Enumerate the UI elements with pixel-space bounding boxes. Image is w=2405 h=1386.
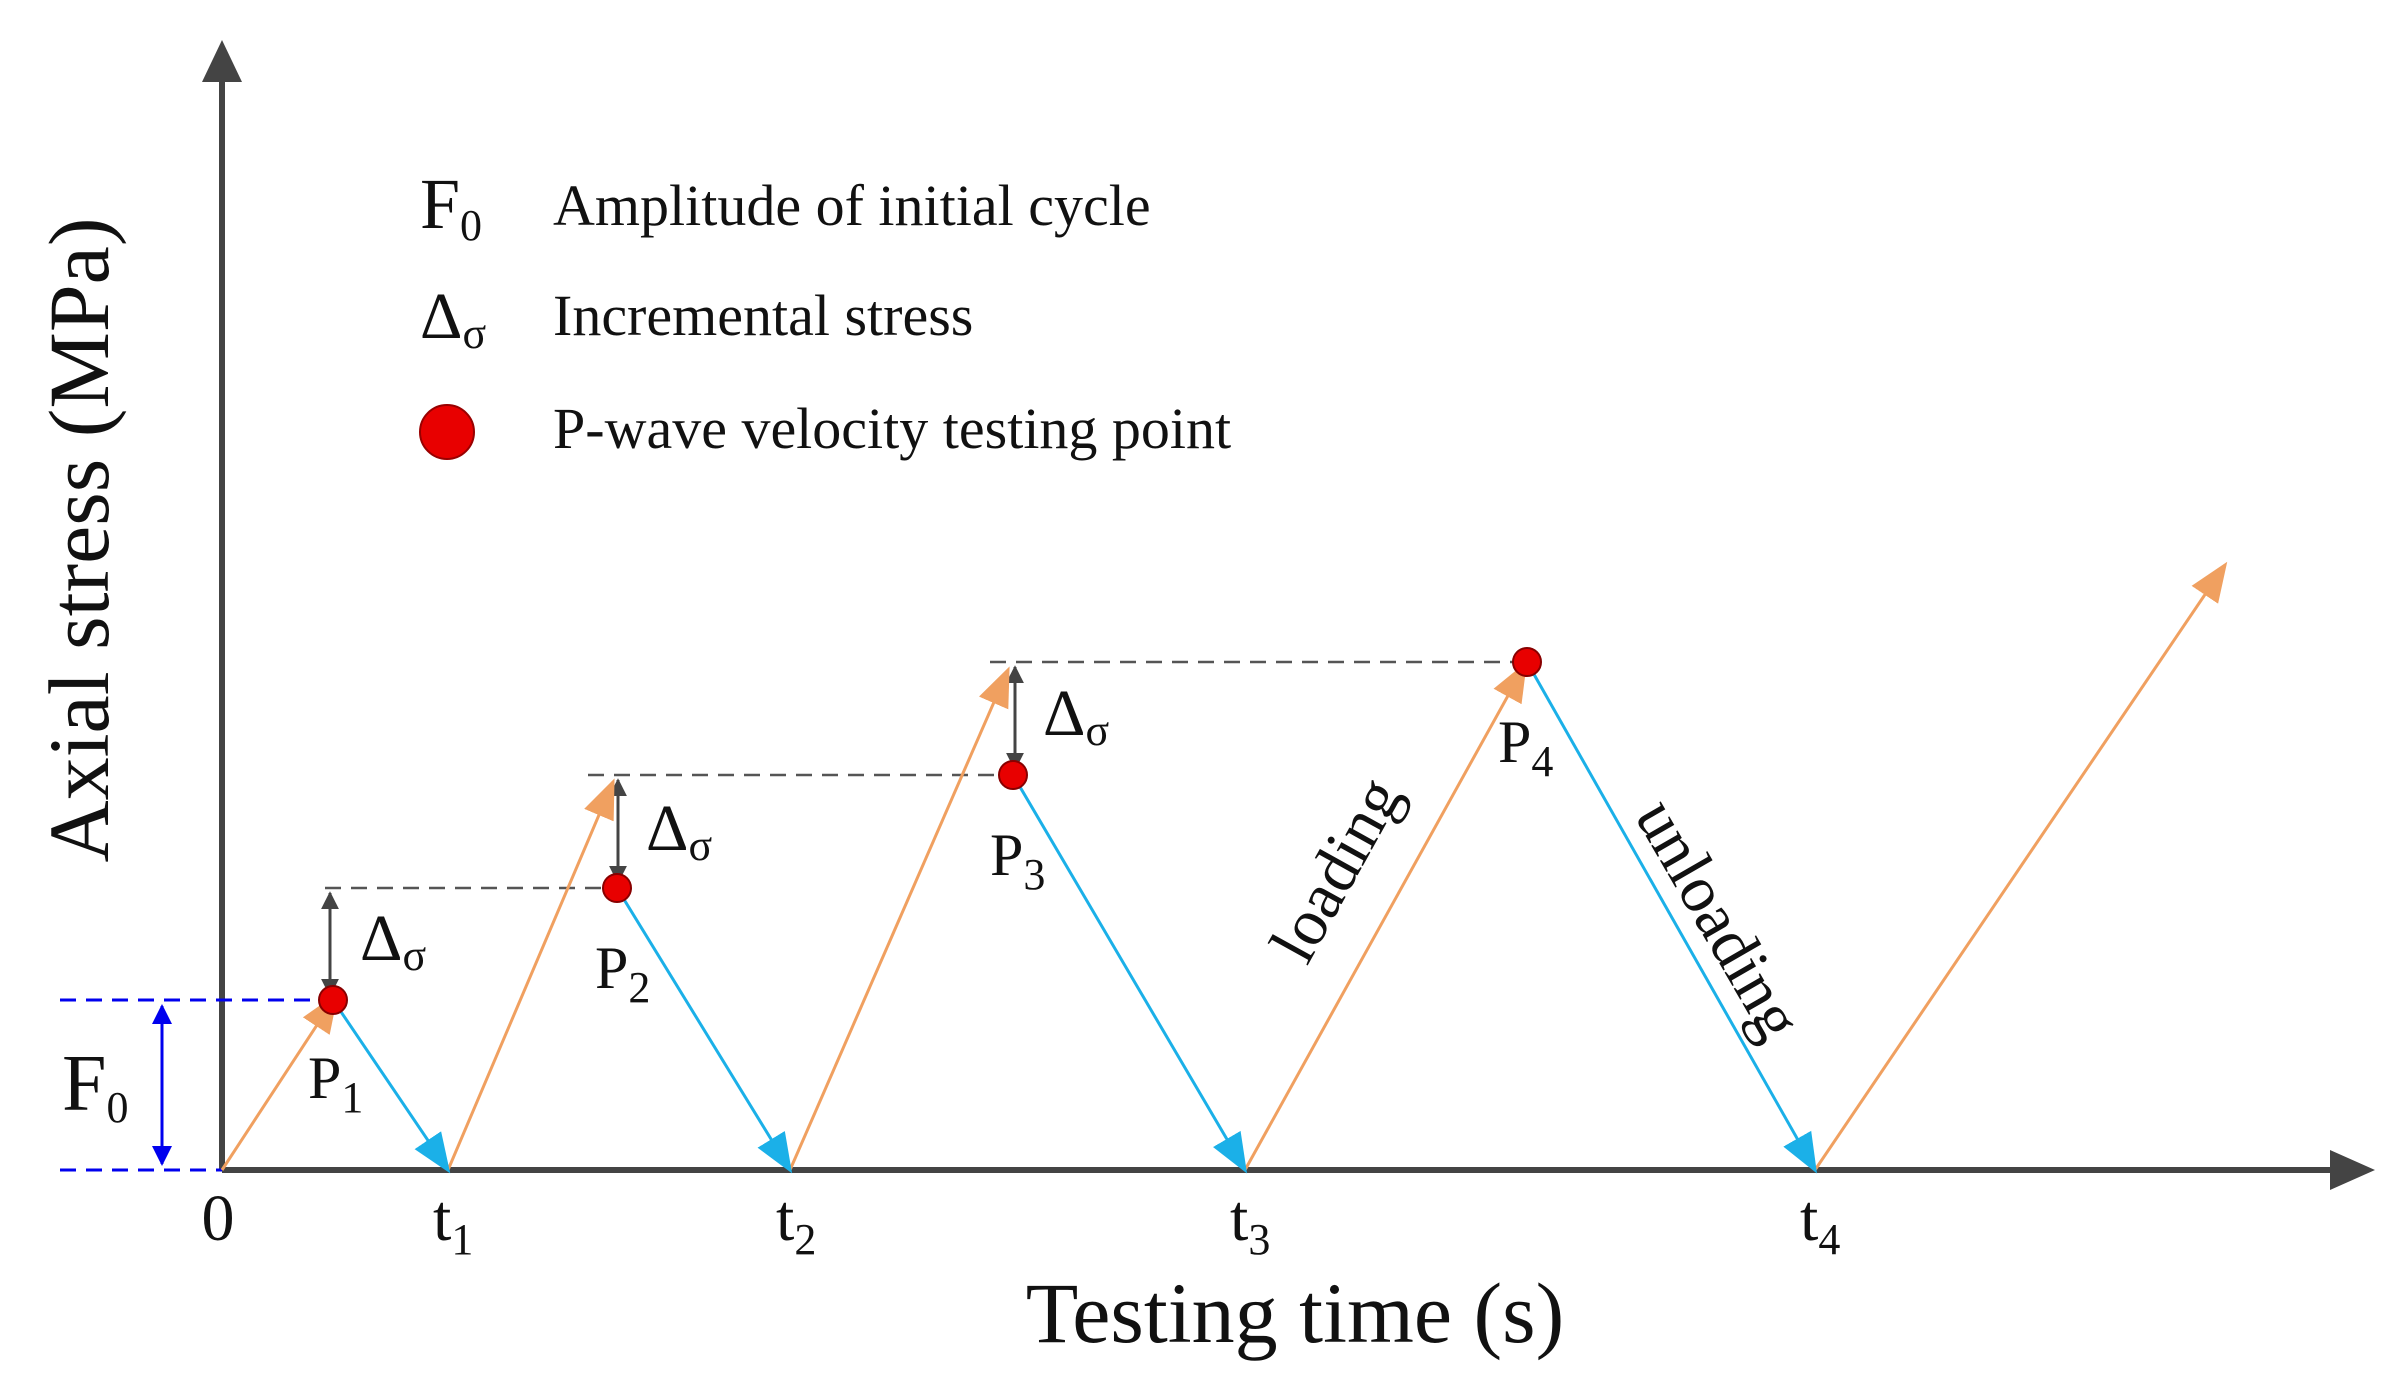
increment-label-2: Δσ [646, 792, 712, 870]
x-axis-arrowhead [2330, 1150, 2375, 1190]
loading-segment-2 [446, 778, 615, 1171]
unloading-annotation: unloading [1621, 787, 1816, 1052]
testing-point-p1 [318, 985, 348, 1015]
legend: F0 Amplitude of initial cycle Δσ Increme… [419, 164, 1231, 461]
unloading-segment-2 [615, 887, 793, 1174]
tick-t4-base: t [1800, 1182, 1818, 1255]
tick-t2-base: t [776, 1182, 794, 1255]
f0-label: F0 [62, 1040, 129, 1132]
legend-text-f0: Amplitude of initial cycle [553, 173, 1151, 238]
svg-text:t4: t4 [1800, 1182, 1840, 1264]
tick-t3-base: t [1230, 1182, 1248, 1255]
unloading-segment-4 [1525, 661, 1817, 1174]
point-label-p3: P3 [990, 822, 1045, 899]
testing-point-p4 [1512, 647, 1542, 677]
tick-t2: t2 [776, 1182, 816, 1264]
tick-t1-sub: 1 [451, 1215, 473, 1264]
testing-points [318, 647, 1542, 1015]
tick-t2-sub: 2 [794, 1215, 816, 1264]
tick-t4: t4 [1800, 1182, 1840, 1264]
x-axis-label: Testing time (s) [1026, 1265, 1565, 1361]
y-axis-arrowhead [202, 40, 242, 82]
svg-text:t1: t1 [433, 1182, 473, 1264]
increment-arrows [321, 665, 1024, 997]
loading-segment-3 [788, 666, 1010, 1171]
unloading-segments [331, 661, 1817, 1174]
svg-text:t2: t2 [776, 1182, 816, 1264]
point-label-p1: P1 [308, 1045, 363, 1122]
legend-symbol-f0: F0 [420, 164, 482, 250]
f0-marker: F0 [60, 998, 332, 1172]
legend-symbol-delta: Δσ [420, 280, 486, 358]
loading-segment-4 [1243, 661, 1527, 1171]
y-axis-label: Axial stress (MPa) [31, 218, 127, 863]
unloading-segment-3 [1011, 774, 1248, 1174]
increment-label-3: Δσ [1043, 677, 1109, 755]
svg-text:t3: t3 [1230, 1182, 1270, 1264]
loading-annotation: loading [1256, 765, 1416, 974]
tick-t3-sub: 3 [1248, 1215, 1270, 1264]
origin-label: 0 [202, 1182, 235, 1255]
point-label-p4: P4 [1498, 709, 1553, 786]
testing-point-p3 [998, 760, 1028, 790]
unloading-segment-1 [331, 999, 451, 1174]
tick-t3: t3 [1230, 1182, 1270, 1264]
increment-label-1: Δσ [360, 902, 426, 980]
tick-t1: t1 [433, 1182, 473, 1264]
point-label-p2: P2 [595, 935, 650, 1012]
legend-text-point: P-wave velocity testing point [553, 396, 1231, 461]
tick-t1-base: t [433, 1182, 451, 1255]
tick-t4-sub: 4 [1818, 1215, 1840, 1264]
loading-segment-1 [220, 992, 339, 1171]
legend-text-delta: Incremental stress [553, 283, 973, 348]
testing-point-p2 [602, 873, 632, 903]
loading-segment-5 [1813, 561, 2228, 1171]
legend-red-dot-icon [419, 404, 475, 460]
loading-segments [220, 561, 2228, 1171]
